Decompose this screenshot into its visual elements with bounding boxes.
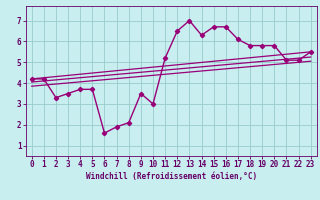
X-axis label: Windchill (Refroidissement éolien,°C): Windchill (Refroidissement éolien,°C): [86, 172, 257, 181]
